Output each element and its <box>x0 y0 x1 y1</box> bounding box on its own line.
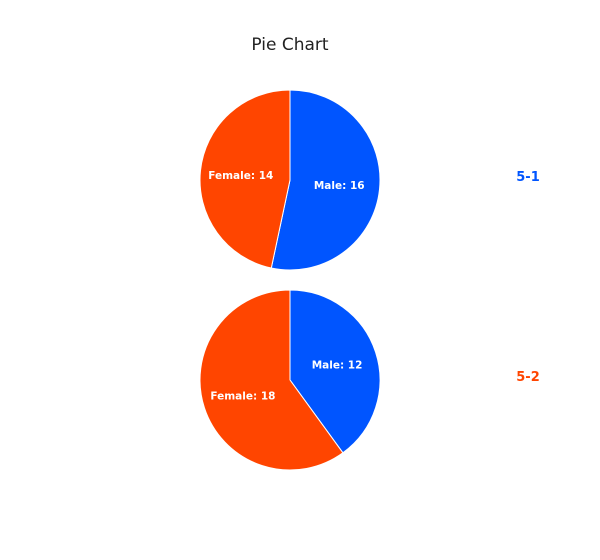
pie-5-1-slice-label-male: Male: 16 <box>314 180 365 192</box>
pie-5-2-slice-label-male: Male: 12 <box>312 360 363 372</box>
pie-5-1-slice-female <box>199 89 291 269</box>
pie-5-2-slice-label-female: Female: 18 <box>210 390 275 402</box>
pie-group-label-5-2: 5-2 <box>516 370 540 385</box>
pie-5-2-slice-female <box>199 289 344 471</box>
pie-5-2-slice-male <box>289 289 381 454</box>
pie-group-label-5-1: 5-1 <box>516 170 540 185</box>
pie-5-1-slice-male <box>270 89 381 271</box>
chart-title: Pie Chart <box>251 35 329 55</box>
pies-group: Male: 16 Female: 14 5-1 Male: 12 Female: 18 5… <box>199 89 540 471</box>
pie-5-1-slice-label-female: Female: 14 <box>208 170 273 182</box>
